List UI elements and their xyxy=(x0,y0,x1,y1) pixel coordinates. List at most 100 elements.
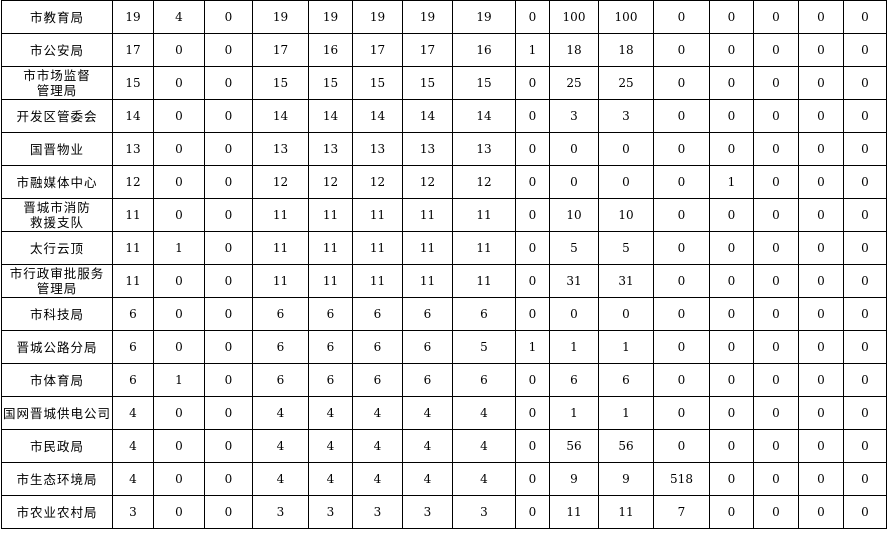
value-cell: 0 xyxy=(653,165,710,199)
value-cell: 19 xyxy=(252,0,309,34)
table-row: 市市场监督 管理局 15 0 0 15 15 15 15 15 0 25 25 0 0 0 0 0 xyxy=(1,66,887,100)
value-cell: 0 xyxy=(204,198,253,232)
value-cell: 4 xyxy=(308,462,353,496)
unit-name-cell: 国网晋城供电公司 xyxy=(1,396,113,430)
value-cell: 3 xyxy=(549,99,599,133)
value-cell: 6 xyxy=(112,330,154,364)
value-cell: 4 xyxy=(352,429,403,463)
value-cell: 15 xyxy=(308,66,353,100)
value-cell: 0 xyxy=(753,396,799,430)
value-cell: 11 xyxy=(252,198,309,232)
table-row: 国晋物业 13 0 0 13 13 13 13 13 0 0 0 0 0 0 0 0 xyxy=(1,132,887,166)
value-cell: 13 xyxy=(452,132,516,166)
value-cell: 11 xyxy=(402,198,453,232)
value-cell: 11 xyxy=(598,495,654,529)
value-cell: 0 xyxy=(598,297,654,331)
value-cell: 12 xyxy=(352,165,403,199)
value-cell: 5 xyxy=(452,330,516,364)
value-cell: 0 xyxy=(753,33,799,67)
value-cell: 11 xyxy=(252,264,309,298)
value-cell: 15 xyxy=(252,66,309,100)
value-cell: 0 xyxy=(204,231,253,265)
value-cell: 0 xyxy=(153,165,205,199)
value-cell: 0 xyxy=(653,132,710,166)
value-cell: 6 xyxy=(112,363,154,397)
value-cell: 4 xyxy=(308,396,353,430)
value-cell: 0 xyxy=(204,0,253,34)
value-cell: 0 xyxy=(798,198,844,232)
value-cell: 25 xyxy=(598,66,654,100)
value-cell: 11 xyxy=(452,198,516,232)
table-row: 市体育局 6 1 0 6 6 6 6 6 0 6 6 0 0 0 0 0 xyxy=(1,363,887,397)
value-cell: 11 xyxy=(549,495,599,529)
value-cell: 6 xyxy=(308,330,353,364)
value-cell: 0 xyxy=(709,330,754,364)
unit-name-cell: 市农业农村局 xyxy=(1,495,113,529)
value-cell: 0 xyxy=(753,429,799,463)
value-cell: 0 xyxy=(204,165,253,199)
value-cell: 11 xyxy=(112,264,154,298)
value-cell: 0 xyxy=(515,0,550,34)
unit-name-cell: 市民政局 xyxy=(1,429,113,463)
value-cell: 10 xyxy=(598,198,654,232)
table-row: 晋城公路分局 6 0 0 6 6 6 6 5 1 1 1 0 0 0 0 0 xyxy=(1,330,887,364)
value-cell: 0 xyxy=(843,495,887,529)
value-cell: 11 xyxy=(352,231,403,265)
value-cell: 12 xyxy=(452,165,516,199)
value-cell: 0 xyxy=(753,66,799,100)
value-cell: 1 xyxy=(515,33,550,67)
value-cell: 11 xyxy=(402,231,453,265)
value-cell: 0 xyxy=(753,330,799,364)
value-cell: 0 xyxy=(843,33,887,67)
value-cell: 0 xyxy=(653,330,710,364)
value-cell: 0 xyxy=(653,363,710,397)
value-cell: 6 xyxy=(252,363,309,397)
value-cell: 0 xyxy=(515,198,550,232)
value-cell: 1 xyxy=(549,330,599,364)
value-cell: 15 xyxy=(452,66,516,100)
value-cell: 11 xyxy=(352,264,403,298)
value-cell: 3 xyxy=(452,495,516,529)
value-cell: 4 xyxy=(252,429,309,463)
value-cell: 0 xyxy=(843,198,887,232)
value-cell: 19 xyxy=(452,0,516,34)
value-cell: 0 xyxy=(153,396,205,430)
value-cell: 15 xyxy=(352,66,403,100)
value-cell: 56 xyxy=(598,429,654,463)
value-cell: 0 xyxy=(515,66,550,100)
value-cell: 18 xyxy=(549,33,599,67)
value-cell: 9 xyxy=(549,462,599,496)
value-cell: 13 xyxy=(402,132,453,166)
value-cell: 100 xyxy=(549,0,599,34)
value-cell: 15 xyxy=(402,66,453,100)
value-cell: 0 xyxy=(753,132,799,166)
value-cell: 12 xyxy=(308,165,353,199)
value-cell: 0 xyxy=(843,132,887,166)
value-cell: 0 xyxy=(798,165,844,199)
value-cell: 0 xyxy=(204,66,253,100)
value-cell: 0 xyxy=(709,495,754,529)
value-cell: 1 xyxy=(598,330,654,364)
value-cell: 0 xyxy=(843,231,887,265)
value-cell: 4 xyxy=(452,396,516,430)
value-cell: 3 xyxy=(308,495,353,529)
value-cell: 0 xyxy=(653,0,710,34)
value-cell: 0 xyxy=(798,264,844,298)
value-cell: 4 xyxy=(252,462,309,496)
value-cell: 0 xyxy=(653,198,710,232)
value-cell: 1 xyxy=(153,363,205,397)
value-cell: 3 xyxy=(352,495,403,529)
unit-name-cell: 国晋物业 xyxy=(1,132,113,166)
value-cell: 0 xyxy=(753,264,799,298)
value-cell: 11 xyxy=(402,264,453,298)
value-cell: 0 xyxy=(204,264,253,298)
value-cell: 0 xyxy=(515,297,550,331)
value-cell: 4 xyxy=(112,462,154,496)
value-cell: 0 xyxy=(153,99,205,133)
value-cell: 4 xyxy=(402,462,453,496)
value-cell: 6 xyxy=(252,330,309,364)
value-cell: 0 xyxy=(653,297,710,331)
value-cell: 0 xyxy=(598,132,654,166)
value-cell: 6 xyxy=(549,363,599,397)
value-cell: 0 xyxy=(653,66,710,100)
